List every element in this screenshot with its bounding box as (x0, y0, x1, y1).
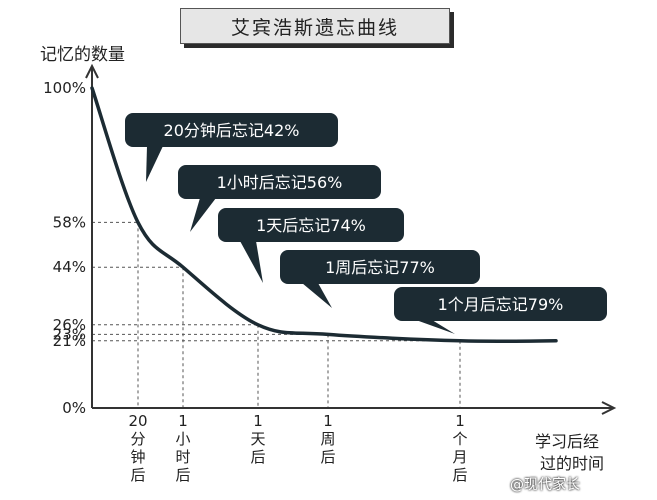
callout-box (394, 287, 607, 321)
callout-pointer (302, 283, 332, 308)
x-tick-label: 钟 (130, 448, 145, 466)
x-tick-label: 1 (455, 412, 465, 430)
annotation-callout: 1个月后忘记79% (394, 287, 607, 334)
x-tick-label: 后 (250, 448, 265, 466)
x-tick-label: 后 (320, 448, 335, 466)
x-tick-label: 1 (178, 412, 188, 430)
y-tick-label: 23% (53, 325, 86, 343)
callout-box (280, 250, 480, 284)
y-tick-label: 26% (53, 316, 86, 334)
y-tick-label: 44% (53, 258, 86, 276)
callout-pointer (240, 241, 263, 283)
callout-text: 20分钟后忘记42% (164, 121, 300, 140)
annotation-callout: 1天后忘记74% (218, 208, 404, 283)
x-tick-label: 月 (452, 448, 467, 466)
x-tick-label: 后 (452, 466, 467, 484)
x-tick-label: 后 (175, 466, 190, 484)
x-tick-label: 周 (320, 430, 335, 448)
x-tick-label: 小 (175, 430, 190, 448)
callout-box (178, 165, 381, 199)
x-axis-label-line1: 学习后经 (535, 432, 600, 451)
x-tick-label: 个 (452, 430, 467, 448)
y-tick-label: 58% (53, 213, 86, 231)
callout-pointer (190, 198, 216, 232)
watermark: @现代家长 (510, 477, 580, 493)
annotation-callout: 20分钟后忘记42% (125, 113, 338, 182)
x-axis-arrow (601, 401, 617, 415)
callout-box (125, 113, 338, 147)
callout-text: 1个月后忘记79% (438, 295, 564, 314)
x-tick-label: 后 (130, 466, 145, 484)
callout-text: 1周后忘记77% (325, 258, 435, 277)
y-tick-label: 0% (62, 399, 86, 417)
annotation-callout: 1周后忘记77% (280, 250, 480, 308)
x-tick-label: 天 (250, 430, 265, 448)
callout-box (218, 208, 404, 242)
chart-title: 艾宾浩斯遗忘曲线 (180, 8, 450, 44)
x-tick-label: 分 (130, 430, 145, 448)
callout-text: 1天后忘记74% (256, 216, 366, 235)
x-tick-label: 20 (128, 412, 147, 430)
callout-pointer (416, 320, 455, 334)
y-axis-label: 记忆的数量 (40, 45, 125, 65)
callout-pointer (146, 146, 163, 182)
x-tick-label: 时 (175, 448, 190, 466)
forgetting-curve-line (90, 86, 558, 344)
y-tick-label: 21% (53, 332, 86, 350)
callout-text: 1小时后忘记56% (217, 173, 343, 192)
x-axis-label-line2: 过的时间 (540, 454, 605, 473)
x-tick-label: 1 (253, 412, 263, 430)
y-tick-label: 100% (43, 79, 86, 97)
y-axis-arrow (85, 63, 99, 79)
annotation-callout: 1小时后忘记56% (178, 165, 381, 232)
x-tick-label: 1 (323, 412, 333, 430)
